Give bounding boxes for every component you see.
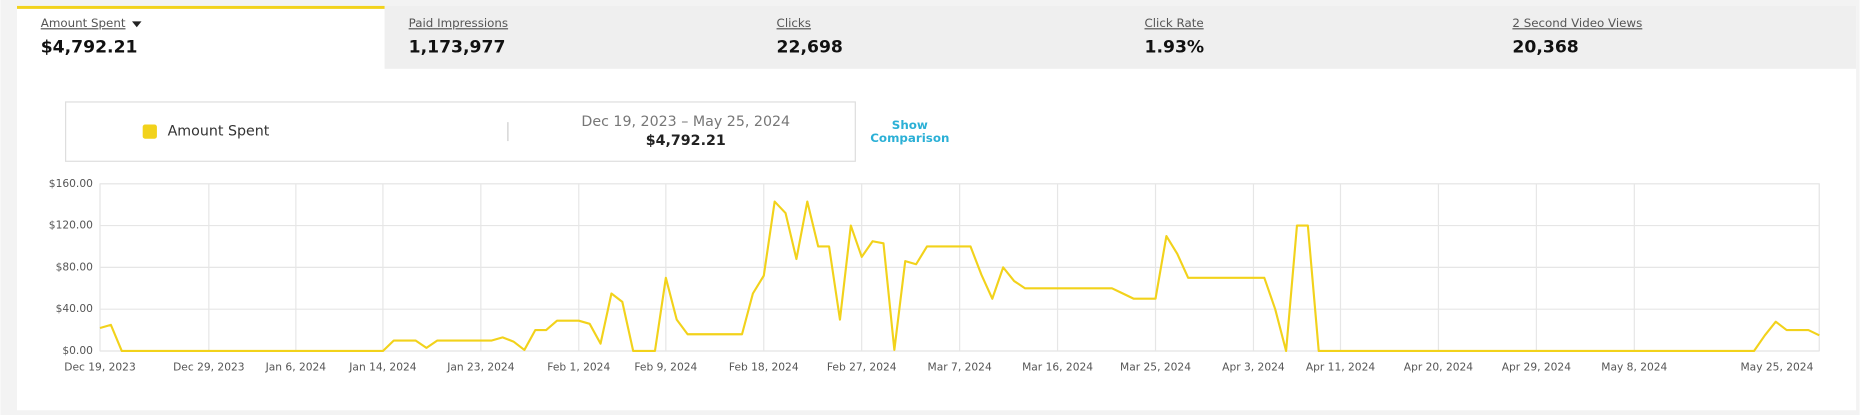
show-comparison[interactable]: Show	[892, 118, 928, 132]
x-tick-label: Feb 9, 2024	[634, 361, 697, 374]
x-tick-label: Apr 3, 2024	[1222, 361, 1285, 374]
x-tick-label: Dec 19, 2023	[64, 361, 135, 374]
tab-value: 22,698	[777, 37, 843, 57]
tab-label: Click Rate	[1144, 16, 1203, 30]
tabs: Amount Spent $4,792.21 Paid Impressions 1,1…	[41, 16, 1643, 57]
date-range: Dec 19, 2023 – May 25, 2024	[581, 114, 790, 130]
data-line	[99, 200, 1820, 353]
tab-label: Paid Impressions	[409, 16, 508, 30]
x-tick-label: Feb 27, 2024	[827, 361, 897, 374]
legend-box	[65, 101, 856, 162]
x-tick-label: Mar 7, 2024	[928, 361, 992, 374]
x-tick-label: Mar 16, 2024	[1022, 361, 1093, 374]
tab-value: $4,792.21	[41, 37, 138, 57]
tab-label: Amount Spent	[41, 16, 126, 30]
x-tick-label: Feb 1, 2024	[547, 361, 610, 374]
x-tick-label: Apr 20, 2024	[1404, 361, 1473, 374]
legend-swatch	[142, 124, 157, 139]
y-tick-label: $0.00	[62, 344, 93, 357]
x-tick-label: Mar 25, 2024	[1120, 361, 1191, 374]
y-tick-label: $80.00	[56, 260, 94, 273]
y-tick-label: $120.00	[49, 219, 93, 232]
tab-value: 20,368	[1512, 37, 1578, 57]
x-tick-label: Jan 23, 2024	[446, 361, 514, 374]
y-tick-label: $160.00	[49, 177, 93, 190]
tab-value: 1,173,977	[409, 37, 506, 57]
total: $4,792.21	[646, 133, 726, 149]
dropdown-arrow[interactable]	[132, 21, 142, 28]
x-tick-label: Jan 6, 2024	[265, 361, 327, 374]
x-tick-label: Feb 18, 2024	[729, 361, 799, 374]
panel	[17, 5, 1857, 411]
x-tick-label: Jan 14, 2024	[348, 361, 416, 374]
legend-label: Amount Spent	[168, 124, 270, 140]
y-tick-label: $40.00	[56, 302, 94, 315]
x-tick-label: Apr 29, 2024	[1502, 361, 1571, 374]
chart: $0.00 $40.00 $80.00 $120.00 $160.00 Dec 19, 2…	[49, 177, 1820, 374]
x-tick-label: Apr 11, 2024	[1306, 361, 1375, 374]
tab-strip	[384, 5, 1857, 69]
tab-value: 1.93%	[1144, 37, 1204, 57]
x-tick-label: Dec 29, 2023	[173, 361, 244, 374]
show-comparison[interactable]: Comparison	[870, 131, 949, 145]
x-tick-label: May 8, 2024	[1601, 361, 1667, 374]
tab-label: Clicks	[777, 16, 811, 30]
x-tick-label: May 25, 2024	[1740, 361, 1813, 374]
tab-label: 2 Second Video Views	[1512, 16, 1642, 30]
active-tab-indicator	[17, 5, 385, 9]
